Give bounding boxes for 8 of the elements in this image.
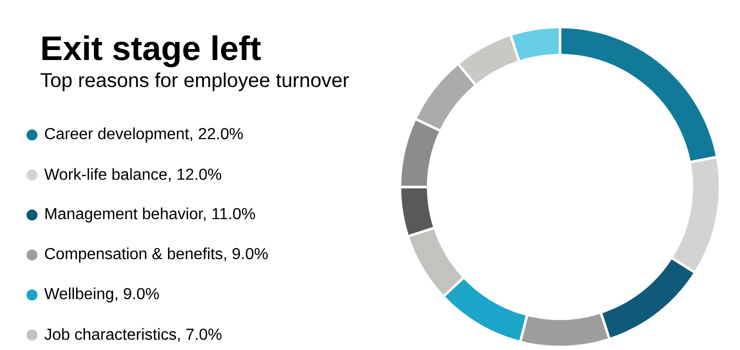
legend-label: Management behavior, 11.0% bbox=[46, 208, 256, 222]
chart-title: Exit stage left bbox=[42, 35, 261, 68]
text: Top reasons for employee turnover bbox=[40, 72, 349, 92]
legend-label: Work-life balance, 12.0% bbox=[44, 168, 222, 182]
legend-label: Career development, 22.0% bbox=[45, 128, 243, 142]
legend-label: Wellbeing, 9.0% bbox=[44, 288, 159, 302]
legend-label: Job characteristics, 7.0% bbox=[44, 328, 222, 342]
legend-label: Compensation & benefits, 9.0% bbox=[45, 248, 268, 262]
